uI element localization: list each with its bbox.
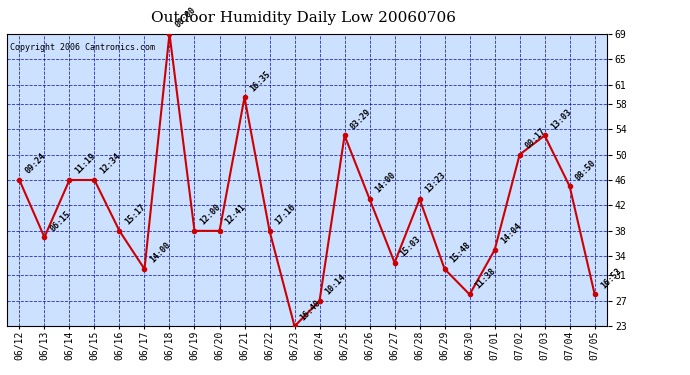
- Text: 15:17: 15:17: [124, 202, 148, 227]
- Text: Outdoor Humidity Daily Low 20060706: Outdoor Humidity Daily Low 20060706: [151, 11, 456, 25]
- Text: 14:00: 14:00: [374, 171, 398, 195]
- Text: 16:40: 16:40: [299, 298, 323, 322]
- Text: 14:00: 14:00: [148, 241, 172, 265]
- Text: 14:04: 14:04: [499, 222, 523, 246]
- Text: 11:38: 11:38: [474, 266, 498, 290]
- Text: 16:52: 16:52: [599, 266, 623, 290]
- Text: 16:35: 16:35: [248, 69, 273, 93]
- Text: 15:03: 15:03: [399, 234, 423, 258]
- Text: 12:41: 12:41: [224, 202, 248, 227]
- Text: 03:29: 03:29: [348, 107, 373, 131]
- Text: 08:50: 08:50: [574, 158, 598, 182]
- Text: 13:03: 13:03: [549, 107, 573, 131]
- Text: 06:15: 06:15: [48, 209, 72, 233]
- Text: 15:48: 15:48: [448, 241, 473, 265]
- Text: 13:23: 13:23: [424, 171, 448, 195]
- Text: 12:34: 12:34: [99, 152, 123, 176]
- Text: 11:19: 11:19: [74, 152, 98, 176]
- Text: Copyright 2006 Cantronics.com: Copyright 2006 Cantronics.com: [10, 42, 155, 51]
- Text: 10:14: 10:14: [324, 273, 348, 297]
- Text: 17:16: 17:16: [274, 202, 298, 227]
- Text: 00:17: 00:17: [524, 126, 548, 150]
- Text: 12:00: 12:00: [199, 202, 223, 227]
- Text: 00:00: 00:00: [174, 6, 198, 30]
- Text: 09:24: 09:24: [23, 152, 48, 176]
